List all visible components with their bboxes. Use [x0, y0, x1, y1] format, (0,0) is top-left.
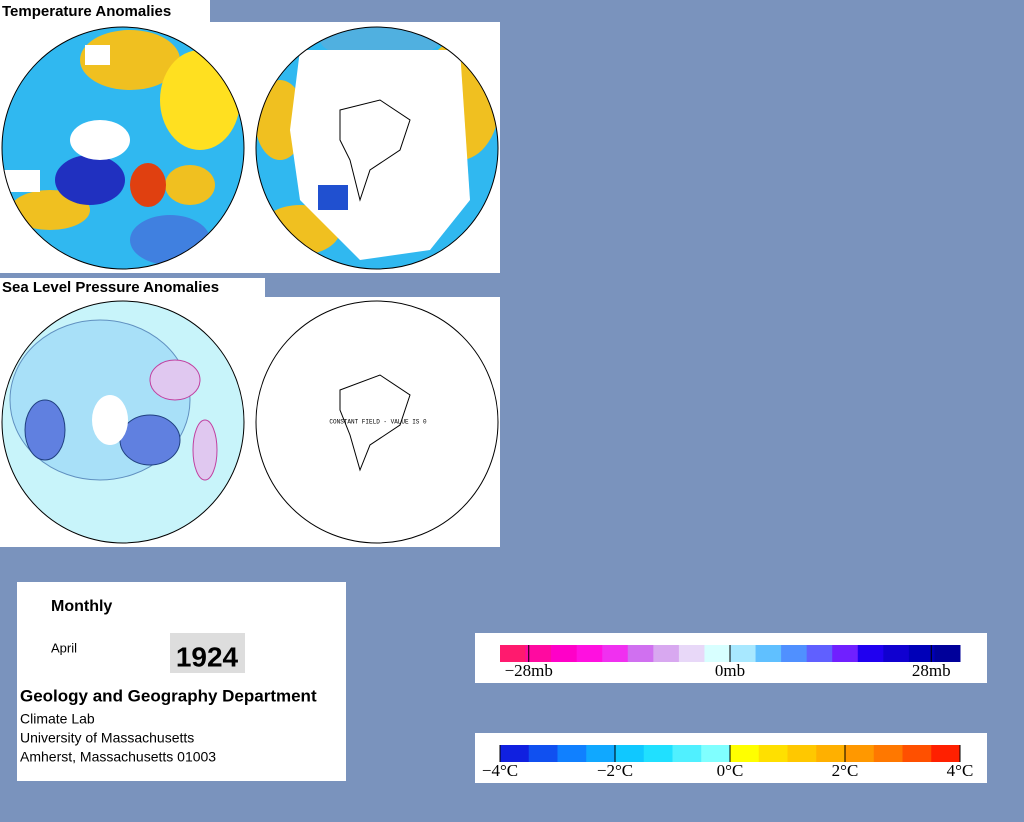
globe-outline — [255, 300, 499, 544]
department: Geology and Geography Department — [20, 686, 317, 705]
color-bin — [704, 645, 731, 662]
color-bin — [908, 645, 935, 662]
color-bin — [832, 645, 859, 662]
panel-title: Sea Level Pressure Anomalies — [2, 279, 219, 296]
color-bin — [931, 745, 961, 762]
frequency: Monthly — [51, 598, 112, 615]
tick-label: 0°C — [717, 761, 744, 780]
color-bin — [755, 645, 782, 662]
tick-label: 4°C — [947, 761, 974, 780]
color-bin — [525, 645, 552, 662]
title-bg — [0, 0, 210, 22]
color-bin — [500, 645, 527, 662]
color-bin — [883, 645, 910, 662]
color-bin — [643, 745, 673, 762]
info-box — [17, 582, 346, 781]
color-bin — [678, 645, 705, 662]
color-bin — [576, 645, 603, 662]
panel-title: Temperature Anomalies — [2, 3, 171, 20]
color-bin — [557, 745, 587, 762]
color-bin — [586, 745, 616, 762]
title-bg — [0, 278, 265, 297]
color-bin — [873, 745, 903, 762]
tick-label: 2°C — [832, 761, 859, 780]
color-bin — [902, 745, 932, 762]
color-bin — [758, 745, 788, 762]
nh-pressure-map — [2, 301, 244, 543]
tick-label: −4°C — [482, 761, 518, 780]
color-bin — [845, 745, 875, 762]
globe-outline — [1, 300, 245, 544]
color-bin — [781, 645, 808, 662]
color-bin — [816, 745, 846, 762]
sh-temperature-map — [256, 27, 498, 269]
tick-label: −28mb — [505, 661, 553, 680]
color-bin — [730, 645, 757, 662]
antarctica-outline — [339, 99, 411, 202]
color-bin — [806, 645, 833, 662]
tick-label: 28mb — [912, 661, 951, 680]
lab: Climate Lab — [20, 711, 95, 727]
field-note: CONSTANT FIELD - VALUE IS 0 — [329, 419, 427, 426]
tick-label: 0mb — [715, 661, 745, 680]
color-bin — [934, 645, 961, 662]
color-bin — [857, 645, 884, 662]
color-bin — [787, 745, 817, 762]
globe-outline — [255, 26, 499, 270]
color-bin — [730, 745, 760, 762]
university: University of Massachusetts — [20, 730, 194, 746]
color-bin — [653, 645, 680, 662]
address: Amherst, Massachusetts 01003 — [20, 749, 216, 765]
color-bin — [602, 645, 629, 662]
color-bin — [627, 645, 654, 662]
month: April — [51, 640, 77, 655]
color-bin — [500, 745, 530, 762]
year-bg — [170, 633, 245, 673]
globe-outline — [1, 26, 245, 270]
color-bin — [551, 645, 578, 662]
year: 1924 — [176, 641, 239, 672]
antarctica-outline — [339, 374, 411, 472]
tick-label: −2°C — [597, 761, 633, 780]
color-bin — [528, 745, 558, 762]
color-bin — [701, 745, 731, 762]
color-bin — [615, 745, 645, 762]
color-bin — [672, 745, 702, 762]
